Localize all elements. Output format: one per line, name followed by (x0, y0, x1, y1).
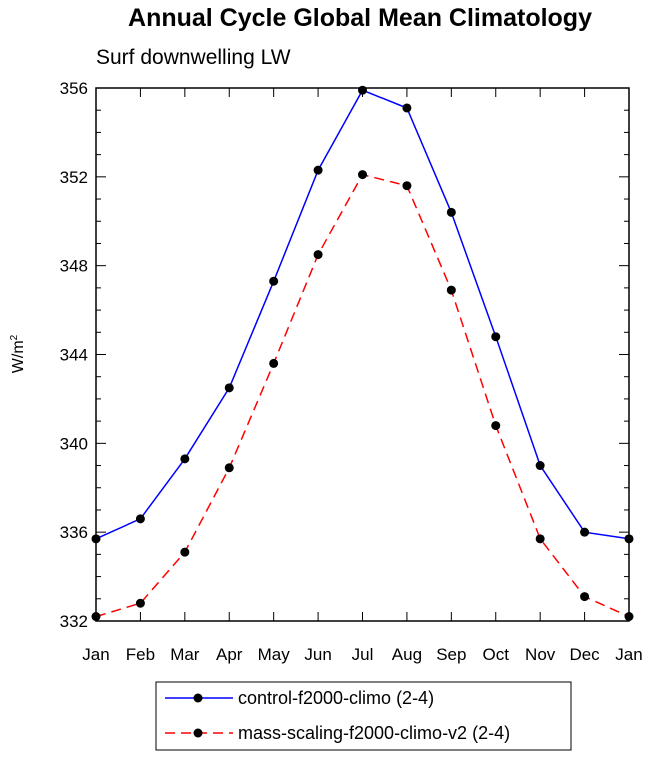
series-0-point-6 (358, 85, 367, 95)
series-line-1 (95, 173, 630, 618)
chart-title: Annual Cycle Global Mean Climatology (128, 4, 592, 32)
legend-swatch-control-marker (193, 693, 203, 703)
legend-entry-mass-scaling: mass-scaling-f2000-climo-v2 (2-4) (238, 723, 510, 743)
x-tick-label-8: Sep (436, 645, 466, 664)
plot-frame (95, 87, 630, 622)
x-tick-label-1: Feb (126, 645, 155, 664)
series-1-point-2 (180, 547, 190, 557)
series-0-point-9 (491, 332, 501, 342)
series-0-point-10 (535, 461, 545, 471)
y-tick-label-352: 352 (60, 168, 88, 187)
series-0-point-1 (135, 514, 145, 524)
x-tick-label-9: Oct (483, 645, 510, 664)
x-tick-label-12: Jan (615, 645, 642, 664)
series-1-point-4 (269, 358, 279, 368)
series-1-point-6 (358, 170, 367, 180)
legend-box (155, 681, 572, 751)
x-tick-label-0: Jan (82, 645, 109, 664)
series-1-point-1 (135, 598, 145, 608)
series-0-point-12 (624, 534, 634, 544)
series-0-point-2 (180, 454, 190, 464)
y-tick-label-340: 340 (60, 434, 88, 453)
y-tick-label-356: 356 (60, 79, 88, 98)
x-tick-label-7: Aug (392, 645, 422, 664)
x-tick-label-11: Dec (569, 645, 600, 664)
series-1-point-0 (91, 612, 101, 622)
x-tick-label-6: Jul (352, 645, 374, 664)
series-1-point-3 (224, 463, 234, 473)
series-1-point-10 (535, 534, 545, 544)
series-0-point-8 (446, 207, 456, 217)
series-0-point-0 (91, 534, 101, 544)
y-tick-label-348: 348 (60, 257, 88, 276)
series-0-point-5 (313, 165, 323, 175)
legend-swatch-mass-scaling-marker (193, 728, 203, 738)
series-1-point-9 (491, 421, 501, 431)
series-1-point-12 (624, 612, 634, 622)
legend-entry-control: control-f2000-climo (2-4) (238, 688, 434, 708)
y-tick-label-336: 336 (60, 523, 88, 542)
y-axis-label-superscript: 2 (9, 334, 20, 340)
series-0-point-7 (402, 103, 412, 113)
y-tick-label-344: 344 (60, 346, 88, 365)
series-1-point-5 (313, 250, 323, 260)
y-tick-label-332: 332 (60, 612, 88, 631)
legend: control-f2000-climo (2-4) mass-scaling-f… (155, 681, 572, 751)
series-1-point-8 (446, 285, 456, 295)
series-1-point-7 (402, 181, 412, 191)
x-tick-label-10: Nov (525, 645, 556, 664)
chart-subtitle: Surf downwelling LW (96, 46, 291, 69)
series-1-point-11 (580, 592, 590, 602)
series-line-0 (95, 89, 630, 540)
x-tick-label-2: Mar (170, 645, 200, 664)
y-axis-label-text: W/m (10, 340, 27, 373)
plot-area: Jan Feb Mar Apr May Jun Jul Aug Sep Oct Nov Dec Jan 3… (60, 79, 643, 664)
series-0-point-3 (224, 383, 234, 393)
x-tick-label-4: May (258, 645, 291, 664)
x-tick-label-3: Apr (216, 645, 243, 664)
y-axis-label: W/m2 (9, 334, 27, 373)
x-tick-label-5: Jun (304, 645, 331, 664)
series-0-point-4 (269, 276, 279, 286)
series-0-point-11 (580, 527, 590, 537)
